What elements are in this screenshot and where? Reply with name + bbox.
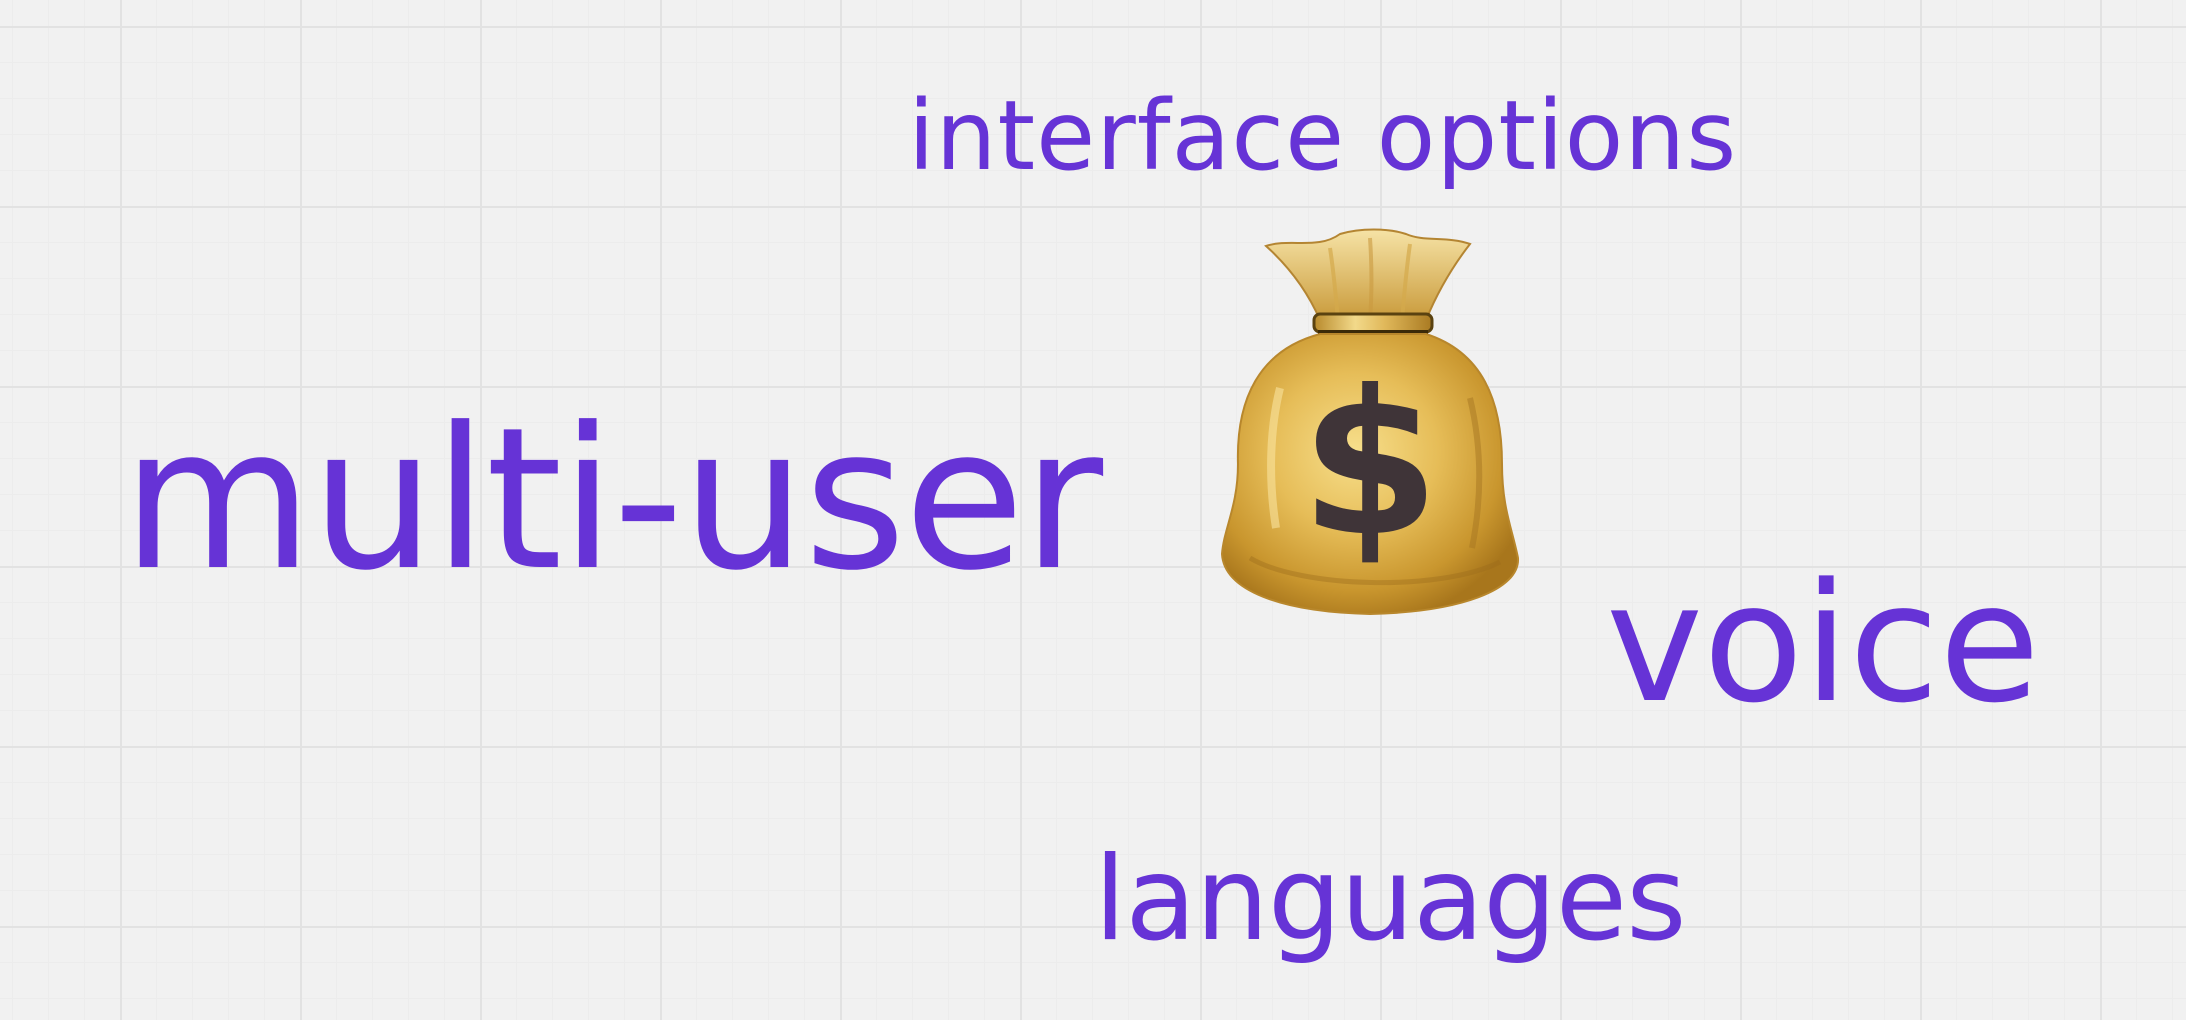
label-multi-user: multi-user	[122, 386, 1103, 614]
label-voice: voice	[1606, 548, 2041, 739]
dollar-sign: $	[1300, 348, 1439, 581]
label-interface-options: interface options	[908, 80, 1738, 192]
money-bag-icon: $	[1220, 228, 1520, 616]
label-languages: languages	[1094, 832, 1687, 967]
